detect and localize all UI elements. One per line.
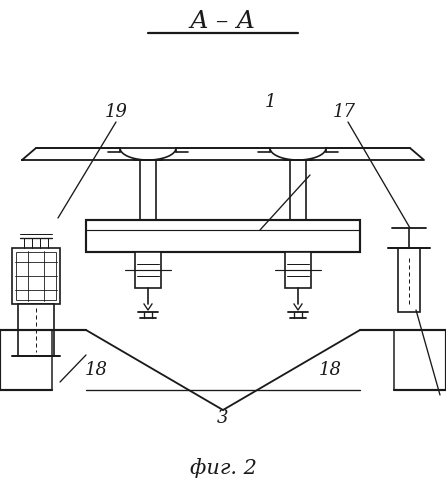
Text: 18: 18 [318, 361, 342, 379]
Text: 19: 19 [104, 103, 128, 121]
Text: 18: 18 [84, 361, 107, 379]
Bar [16, 252, 56, 300]
Text: А – А: А – А [190, 10, 256, 34]
Bar [86, 220, 360, 252]
Bar [285, 252, 311, 288]
Bar [290, 160, 306, 220]
Text: 1: 1 [264, 93, 276, 111]
Bar [135, 252, 161, 288]
Text: фиг. 2: фиг. 2 [190, 458, 256, 478]
Text: 3: 3 [217, 409, 229, 427]
Bar [18, 304, 54, 356]
Bar [12, 248, 60, 304]
Text: 17: 17 [333, 103, 355, 121]
Polygon shape [22, 148, 424, 160]
Bar [398, 248, 420, 312]
Bar [140, 160, 156, 220]
